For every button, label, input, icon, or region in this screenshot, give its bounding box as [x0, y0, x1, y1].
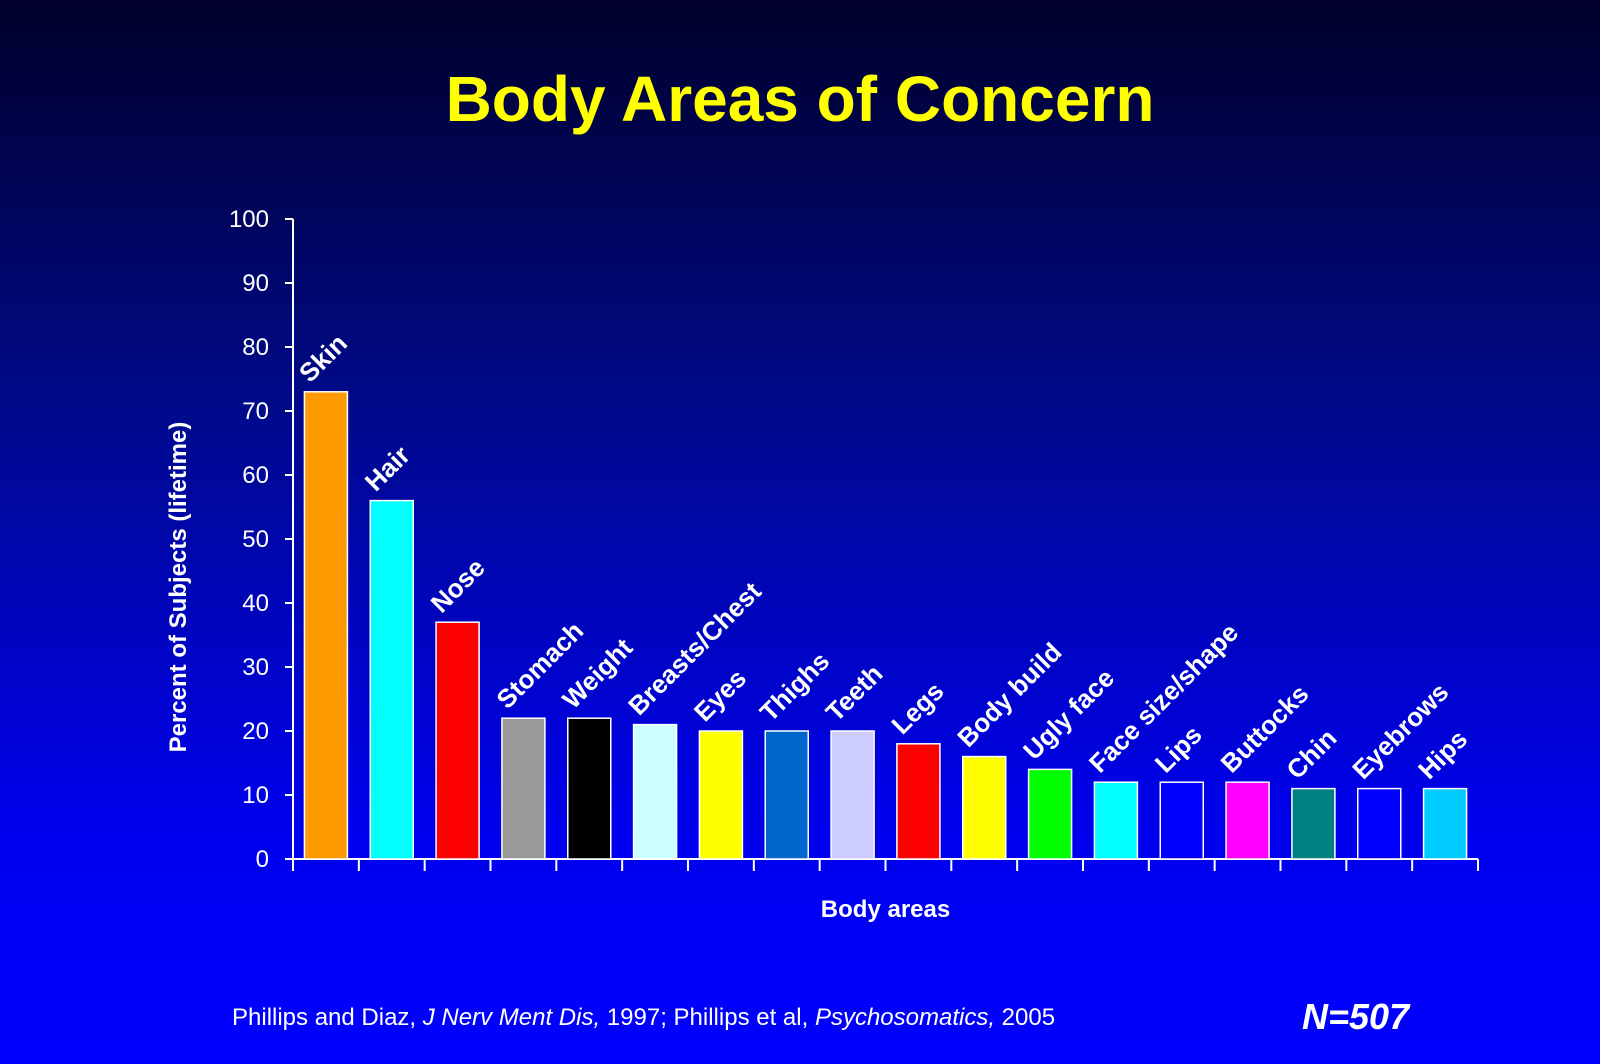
- bar-buttocks: [1225, 781, 1270, 860]
- y-axis-title: Percent of Subjects (lifetime): [165, 422, 192, 753]
- bar-eyebrows: [1357, 787, 1402, 860]
- citation-journal-1: J Nerv Ment Dis,: [422, 1004, 601, 1031]
- bar-label: Legs: [885, 676, 949, 740]
- bar-ugly-face: [1027, 768, 1073, 860]
- citation-part-3: 2005: [995, 1004, 1056, 1031]
- y-axis: 0 10 20 30 40 50 60 70 80 90 100: [229, 206, 294, 873]
- bar-breasts-chest: [632, 723, 678, 860]
- bar-stomach: [501, 717, 546, 860]
- bar-label: Thighs: [754, 646, 835, 727]
- bars: [303, 391, 1468, 860]
- bar-skin: [303, 391, 349, 860]
- bar-nose: [435, 621, 480, 860]
- y-tick-label: 30: [242, 654, 269, 681]
- y-tick-label: 0: [256, 846, 269, 873]
- bar-legs: [896, 743, 941, 860]
- bar-hair: [369, 499, 414, 860]
- bar-label: Nose: [425, 552, 491, 618]
- bar-weight: [567, 717, 612, 860]
- bar-lips: [1159, 781, 1204, 860]
- bar-label: Skin: [293, 328, 353, 388]
- bar-thighs: [764, 730, 809, 860]
- y-tick-label: 10: [242, 782, 269, 809]
- y-tick-label: 60: [242, 462, 269, 489]
- y-tick-label: 100: [229, 206, 269, 233]
- bar-label: Hips: [1412, 724, 1473, 785]
- bar-label: Eyes: [688, 663, 752, 727]
- y-tick-label: 80: [242, 334, 269, 361]
- bar-hips: [1422, 787, 1468, 860]
- citation-part-2: 1997; Phillips et al,: [600, 1004, 815, 1031]
- citation-part-1: Phillips and Diaz,: [232, 1004, 423, 1031]
- y-tick-label: 70: [242, 398, 269, 425]
- citation-journal-2: Psychosomatics,: [814, 1004, 995, 1031]
- citation: Phillips and Diaz, J Nerv Ment Dis, 1997…: [232, 1004, 1055, 1032]
- bar-face-size-shape: [1093, 781, 1139, 860]
- bar-body-build: [962, 755, 1007, 860]
- y-tick-label: 20: [242, 718, 269, 745]
- bar-chin: [1291, 787, 1336, 860]
- sample-size-label: N=507: [1302, 996, 1410, 1037]
- bar-label: Hair: [359, 440, 416, 497]
- bar-teeth: [830, 730, 875, 860]
- x-axis-title: Body areas: [821, 896, 950, 923]
- bar-eyes: [698, 730, 744, 860]
- y-tick-label: 40: [242, 590, 269, 617]
- y-tick-label: 90: [242, 270, 269, 297]
- bar-label: Lips: [1149, 719, 1208, 778]
- x-axis: [292, 858, 1479, 871]
- y-tick-label: 50: [242, 526, 269, 553]
- slide-title: Body Areas of Concern: [445, 63, 1155, 135]
- bar-label: Chin: [1280, 723, 1342, 785]
